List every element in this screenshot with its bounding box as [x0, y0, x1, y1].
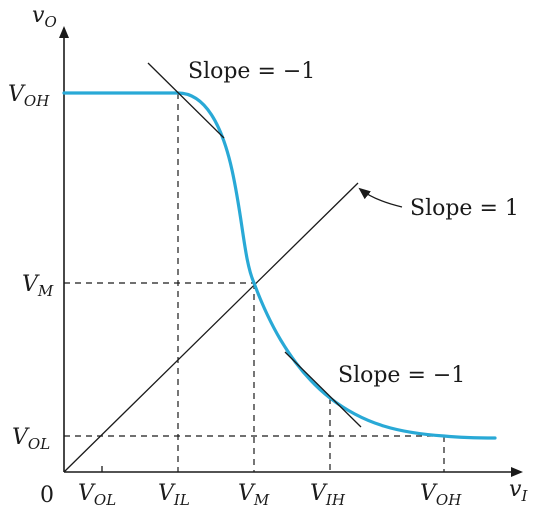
origin-label: 0: [40, 483, 54, 508]
y-tick-voh: VOH: [8, 82, 50, 110]
slope-top-label: Slope = −1: [188, 59, 315, 84]
tangent-line-vil: [147, 62, 225, 139]
x-axis-label: vI: [509, 477, 528, 505]
y-tick-vol: VOL: [12, 425, 50, 453]
slope-bottom-label: Slope = −1: [338, 363, 465, 388]
x-tick-vil: VIL: [158, 481, 190, 509]
tangent-line-vih: [284, 351, 362, 428]
x-tick-vm: VM: [238, 481, 270, 509]
unity-slope-line: [63, 182, 359, 473]
slope-unity-label: Slope = 1: [410, 196, 519, 221]
x-tick-voh: VOH: [420, 481, 462, 509]
y-axis-label: vO: [32, 3, 57, 31]
transfer-curve: [62, 91, 497, 440]
slope-unity-arrow: [358, 187, 403, 208]
x-tick-vol: VOL: [78, 481, 116, 509]
x-tick-vih: VIH: [310, 481, 346, 509]
y-tick-vm: VM: [22, 272, 54, 300]
